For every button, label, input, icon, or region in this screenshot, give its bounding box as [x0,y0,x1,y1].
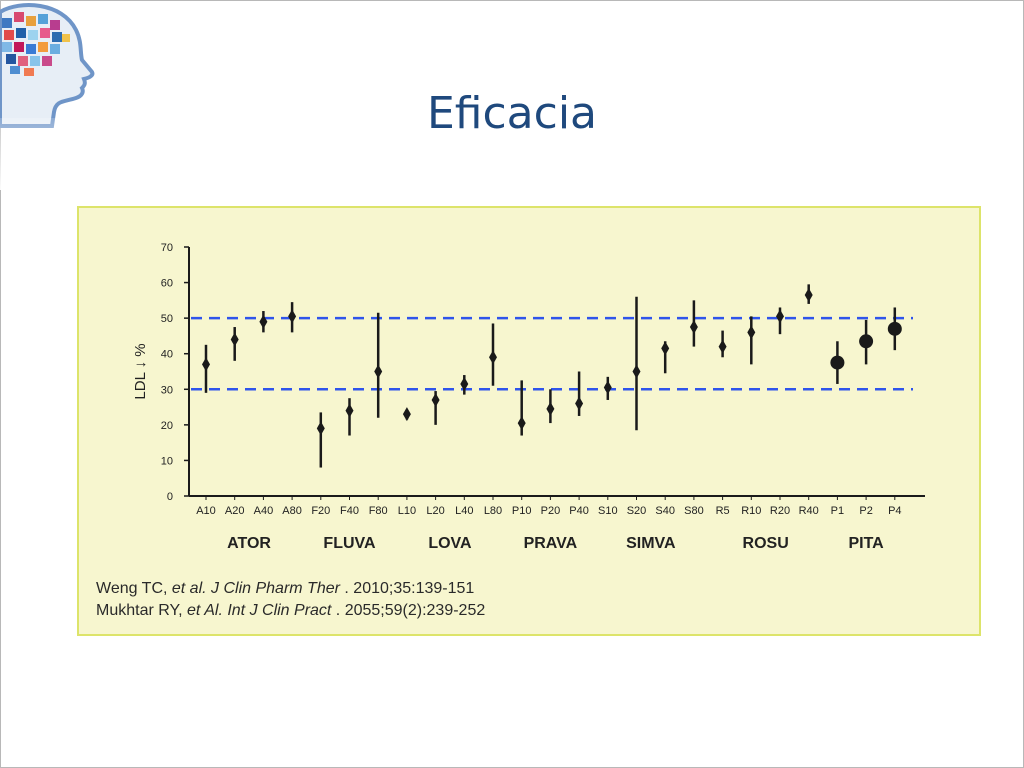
data-point [718,339,727,354]
x-tick-label: S80 [684,505,704,517]
x-tick-label: P2 [859,505,872,517]
references: Weng TC, et al. J Clin Pharm Ther . 2010… [96,578,485,622]
x-tick-label: P1 [831,505,844,517]
x-tick-label: P4 [888,505,901,517]
x-tick-label: S20 [627,505,647,517]
data-point [517,416,526,431]
reference-1: Weng TC, et al. J Clin Pharm Ther . 2010… [96,578,485,600]
data-point [603,380,612,395]
x-tick-label: P20 [541,505,561,517]
x-tick-label: A20 [225,505,245,517]
group-label: FLUVA [323,535,376,552]
x-tick-label: A80 [282,505,302,517]
ldl-chart: 0 10 20 30 40 50 60 70 LDL ↓ % A10 A20 A40 A80 F20 F40… [132,242,925,552]
reference-2-journal: et Al. Int J Clin Pract [187,602,332,619]
reference-2-citation: . 2055;59(2):239-252 [331,602,486,619]
data-point [859,334,874,349]
x-tick-label: P40 [569,505,589,517]
data-point [402,407,411,422]
data-point [202,357,210,372]
data-point [575,396,584,411]
data-point [489,350,497,365]
group-label: PRAVA [524,535,578,552]
y-tick-label: 70 [161,242,173,254]
x-tick-label: R20 [770,505,790,517]
slide-title: Eficacia [426,88,598,139]
group-label: LOVA [428,535,472,552]
data-point [345,403,354,418]
x-tick-label: S40 [655,505,675,517]
x-tick-label: F20 [311,505,330,517]
y-tick-label: 20 [161,420,173,432]
data-point [689,320,698,335]
group-label: SIMVA [626,535,676,552]
data-point [374,364,383,379]
y-tick-label: 30 [161,384,173,396]
chart-panel: 0 10 20 30 40 50 60 70 LDL ↓ % A10 A20 A40 A80 F20 F40… [77,206,981,636]
reference-2-authors: Mukhtar RY, [96,602,188,619]
x-tick-label: L40 [455,505,473,517]
y-tick-label: 0 [167,491,173,503]
x-tick-label: S10 [598,505,618,517]
y-tick-label: 50 [161,313,173,325]
data-point [830,355,845,370]
x-tick-label: F40 [340,505,359,517]
data-point [546,401,555,416]
x-tick-label: F80 [369,505,388,517]
data-point [259,314,268,329]
x-tick-label: L20 [426,505,444,517]
reference-1-citation: . 2010;35:139-151 [339,580,475,597]
y-axis-label: LDL ↓ % [132,343,149,399]
logo-fade [0,118,140,190]
x-tick-label: A40 [254,505,274,517]
x-tick-label: L10 [398,505,416,517]
data-point [632,364,641,379]
reference-2: Mukhtar RY, et Al. Int J Clin Pract . 20… [96,600,485,622]
data-point [288,309,297,324]
brain-profile-logo-icon [0,0,140,190]
x-tick-label: R5 [716,505,730,517]
reference-1-journal: et al. J Clin Pharm Ther [171,580,340,597]
data-point [316,421,325,436]
data-point [887,321,902,336]
data-point [804,288,813,303]
group-label: PITA [848,535,884,552]
y-tick-label: 10 [161,455,173,467]
data-point [431,392,440,407]
data-point [460,376,469,391]
x-tick-label: A10 [196,505,216,517]
x-tick-label: P10 [512,505,532,517]
data-point [776,309,784,324]
reference-1-authors: Weng TC, [96,580,172,597]
group-label: ROSU [743,535,789,552]
y-tick-label: 40 [161,349,173,361]
x-tick-label: R10 [741,505,761,517]
data-point [747,325,756,340]
data-point [230,332,239,347]
group-label: ATOR [227,535,271,552]
data-point [661,341,670,356]
y-tick-label: 60 [161,278,173,290]
x-tick-label: R40 [799,505,819,517]
x-tick-label: L80 [484,505,502,517]
